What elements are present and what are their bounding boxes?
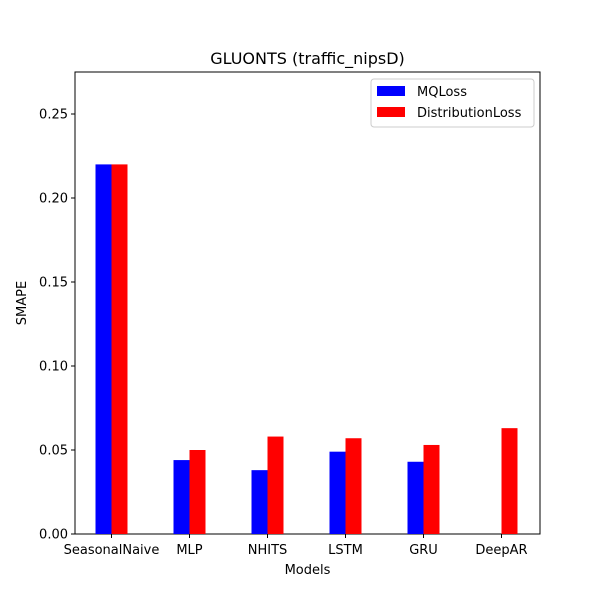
bar-distributionloss-seasonalnaive — [111, 164, 128, 534]
x-tick-label: GRU — [409, 543, 438, 558]
x-tick-label: SeasonalNaive — [64, 543, 160, 558]
bar-mqloss-seasonalnaive — [95, 164, 112, 534]
x-tick-label: NHITS — [248, 543, 288, 558]
y-axis: 0.00 0.05 0.10 0.15 0.20 0.25 — [39, 108, 75, 543]
bar-distributionloss-deepar — [501, 428, 518, 534]
x-tick-label: MLP — [176, 543, 202, 558]
y-tick-label: 0.15 — [39, 276, 68, 291]
legend-box — [370, 78, 535, 128]
plot-frame — [74, 71, 541, 535]
y-tick-label: 0.20 — [39, 192, 68, 207]
plot-area — [74, 71, 541, 535]
x-axis: SeasonalNaive MLP NHITS LSTM GRU DeepAR — [64, 534, 528, 558]
y-tick-label: 0.25 — [39, 108, 68, 123]
x-axis-label: Models — [285, 563, 331, 578]
bar-mqloss-lstm — [329, 451, 346, 534]
bar-distributionloss-nhits — [267, 436, 284, 534]
chart-title: GLUONTS (traffic_nipsD) — [210, 49, 405, 69]
legend: MQLoss DistributionLoss — [370, 78, 535, 128]
x-tick-label: DeepAR — [475, 543, 527, 558]
x-tick-label: LSTM — [328, 543, 363, 558]
bar-distributionloss-gru — [423, 444, 440, 534]
bar-mqloss-mlp — [173, 460, 190, 534]
y-tick-label: 0.05 — [39, 444, 68, 459]
y-tick-label: 0.10 — [39, 360, 68, 375]
bars-group — [95, 164, 518, 534]
y-tick-label: 0.00 — [39, 528, 68, 543]
legend-label-mqloss: MQLoss — [417, 85, 467, 100]
legend-swatch-distributionloss — [377, 107, 405, 117]
bar-mqloss-nhits — [251, 470, 268, 534]
bar-distributionloss-mlp — [189, 450, 206, 534]
bar-mqloss-gru — [407, 461, 424, 534]
legend-label-distributionloss: DistributionLoss — [417, 106, 522, 121]
bar-distributionloss-lstm — [345, 438, 362, 534]
legend-swatch-mqloss — [377, 86, 405, 96]
y-axis-label: SMAPE — [15, 281, 30, 325]
